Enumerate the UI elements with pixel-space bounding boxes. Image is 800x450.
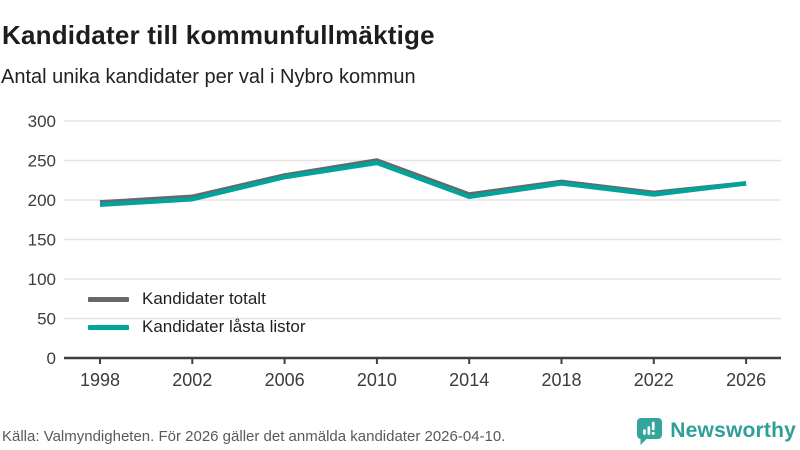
page-title: Kandidater till kommunfullmäktige bbox=[2, 20, 435, 51]
newsworthy-wordmark: Newsworthy bbox=[670, 419, 796, 442]
newsworthy-bubble-chart-icon bbox=[637, 418, 663, 445]
newsworthy-logo: Newsworthy bbox=[636, 416, 796, 446]
source-note: Källa: Valmyndigheten. För 2026 gäller d… bbox=[2, 428, 506, 445]
y-tick-label: 150 bbox=[28, 231, 56, 250]
y-tick-label: 300 bbox=[28, 112, 56, 131]
legend-swatch-locked-lists bbox=[88, 324, 129, 330]
y-tick-label: 0 bbox=[47, 349, 56, 368]
x-tick-label: 2026 bbox=[726, 370, 766, 390]
x-tick-label: 2014 bbox=[449, 370, 489, 390]
y-tick-label: 50 bbox=[37, 310, 56, 329]
legend-item-total: Kandidater totalt bbox=[88, 289, 305, 309]
chart-legend: Kandidater totalt Kandidater låsta listo… bbox=[88, 289, 305, 337]
legend-item-locked-lists: Kandidater låsta listor bbox=[88, 317, 305, 337]
page-subtitle: Antal unika kandidater per val i Nybro k… bbox=[1, 66, 416, 88]
y-tick-label: 250 bbox=[28, 152, 56, 171]
x-tick-label: 2006 bbox=[265, 370, 305, 390]
legend-swatch-total bbox=[88, 296, 129, 302]
y-tick-label: 100 bbox=[28, 270, 56, 289]
legend-label-locked-lists: Kandidater låsta listor bbox=[142, 317, 306, 336]
x-tick-label: 2018 bbox=[541, 370, 581, 390]
x-tick-label: 2022 bbox=[634, 370, 674, 390]
y-tick-label: 200 bbox=[28, 191, 56, 210]
legend-label-total: Kandidater totalt bbox=[142, 289, 266, 308]
x-tick-label: 2010 bbox=[357, 370, 397, 390]
x-tick-label: 2002 bbox=[172, 370, 212, 390]
series-line-kandidater-l-sta-listor bbox=[99, 160, 747, 207]
x-tick-label: 1998 bbox=[80, 370, 120, 390]
